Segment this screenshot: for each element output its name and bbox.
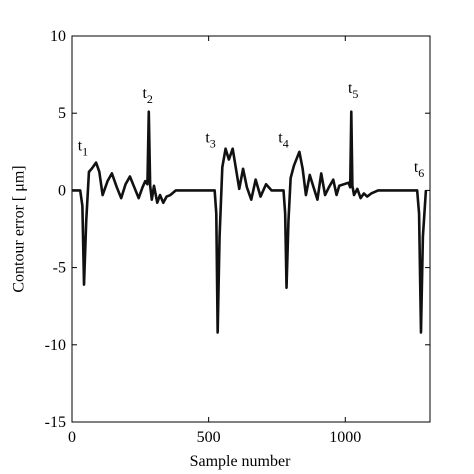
annotation-subscript: 2	[147, 92, 153, 106]
y-tick-label: 0	[58, 182, 66, 199]
annotation-subscript: 3	[210, 137, 216, 151]
x-tick-label: 500	[197, 429, 221, 446]
annotation-text: t	[142, 85, 147, 102]
annotation: t1	[78, 137, 88, 158]
y-axis-label: Contour error [ μm]	[11, 165, 28, 292]
annotation: t4	[278, 130, 288, 151]
annotation-subscript: 5	[352, 87, 358, 101]
annotation-text: t	[278, 130, 283, 147]
annotation: t2	[142, 85, 152, 106]
x-tick-label: 0	[68, 429, 76, 446]
plot-frame	[71, 35, 431, 423]
annotation-text: t	[78, 137, 83, 154]
data-line	[72, 110, 428, 334]
annotation-text: t	[348, 80, 353, 97]
annotation-text: t	[205, 130, 210, 147]
annotation-subscript: 6	[418, 166, 424, 180]
x-axis-label: Sample number	[190, 453, 292, 470]
y-tick-label: -15	[45, 414, 66, 431]
y-tick-label: -5	[53, 260, 66, 277]
x-tick-label: 1000	[329, 429, 361, 446]
annotation: t5	[348, 80, 358, 101]
annotation: t3	[205, 130, 215, 151]
y-tick-label: -10	[45, 337, 66, 354]
annotation: t6	[414, 159, 424, 180]
annotation-subscript: 1	[82, 144, 88, 158]
y-tick-label: 5	[58, 105, 66, 122]
annotation-subscript: 4	[283, 137, 289, 151]
annotation-text: t	[414, 159, 419, 176]
y-tick-label: 10	[50, 28, 66, 45]
